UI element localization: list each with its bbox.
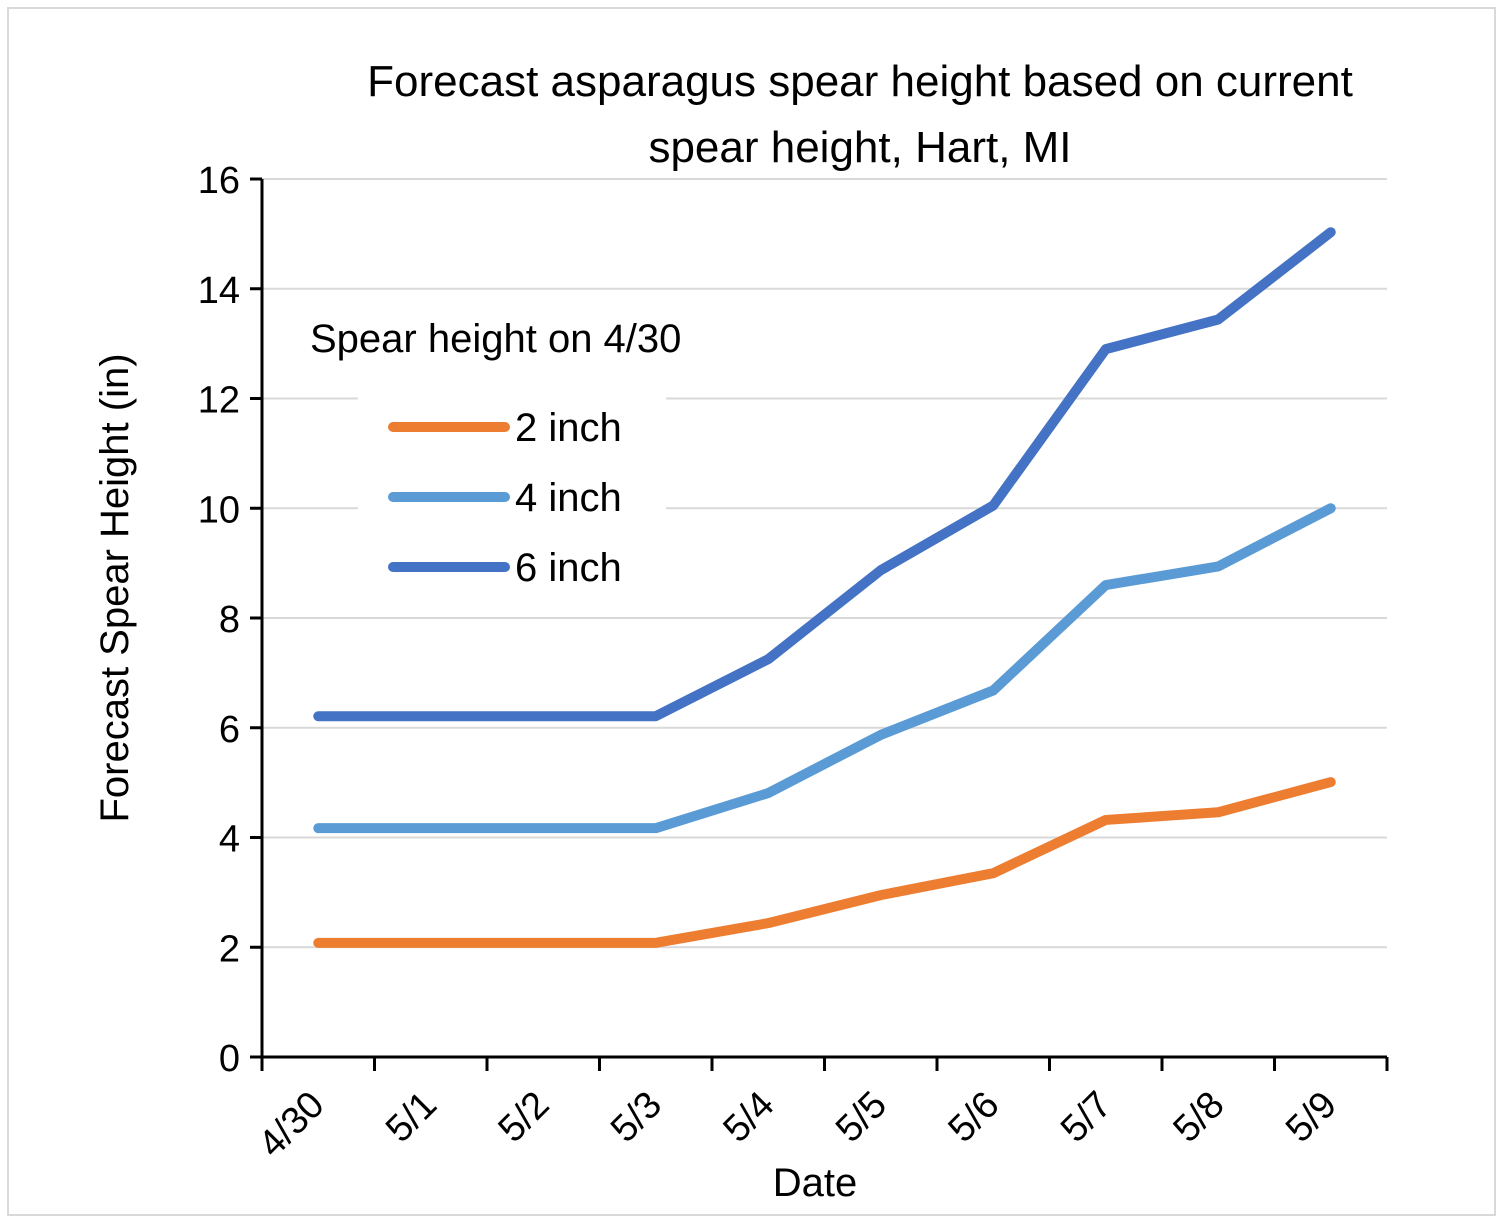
legend-title: Spear height on 4/30: [310, 317, 681, 361]
legend-entry: 6 inch: [515, 546, 622, 590]
y-tick-label: 0: [219, 1038, 240, 1080]
y-tick-label: 4: [219, 819, 240, 861]
y-tick-label: 8: [219, 599, 240, 641]
y-axis-label: Forecast Spear Height (in): [93, 353, 137, 822]
series-line-2-inch: [313, 777, 1336, 948]
y-tick-label: 6: [219, 709, 240, 751]
legend-entry: 4 inch: [515, 476, 622, 520]
legend-entry: 2 inch: [515, 406, 622, 450]
y-tick-label: 2: [219, 928, 240, 970]
chart-title-line-2: spear height, Hart, MI: [648, 123, 1071, 172]
series-line-6-inch: [313, 227, 1336, 722]
chart-title-line-1: Forecast asparagus spear height based on…: [367, 57, 1353, 106]
y-tick-label: 12: [198, 380, 240, 422]
chart-border: [7, 7, 1496, 1216]
x-axis-label: Date: [773, 1161, 858, 1205]
legend: Spear height on 4/30 2 inch 4 inch 6 inch: [310, 317, 681, 592]
y-tick-label: 14: [198, 270, 240, 312]
series-line-4-inch: [313, 503, 1336, 834]
y-tick-label: 16: [198, 160, 240, 202]
y-tick-label: 10: [198, 489, 240, 531]
